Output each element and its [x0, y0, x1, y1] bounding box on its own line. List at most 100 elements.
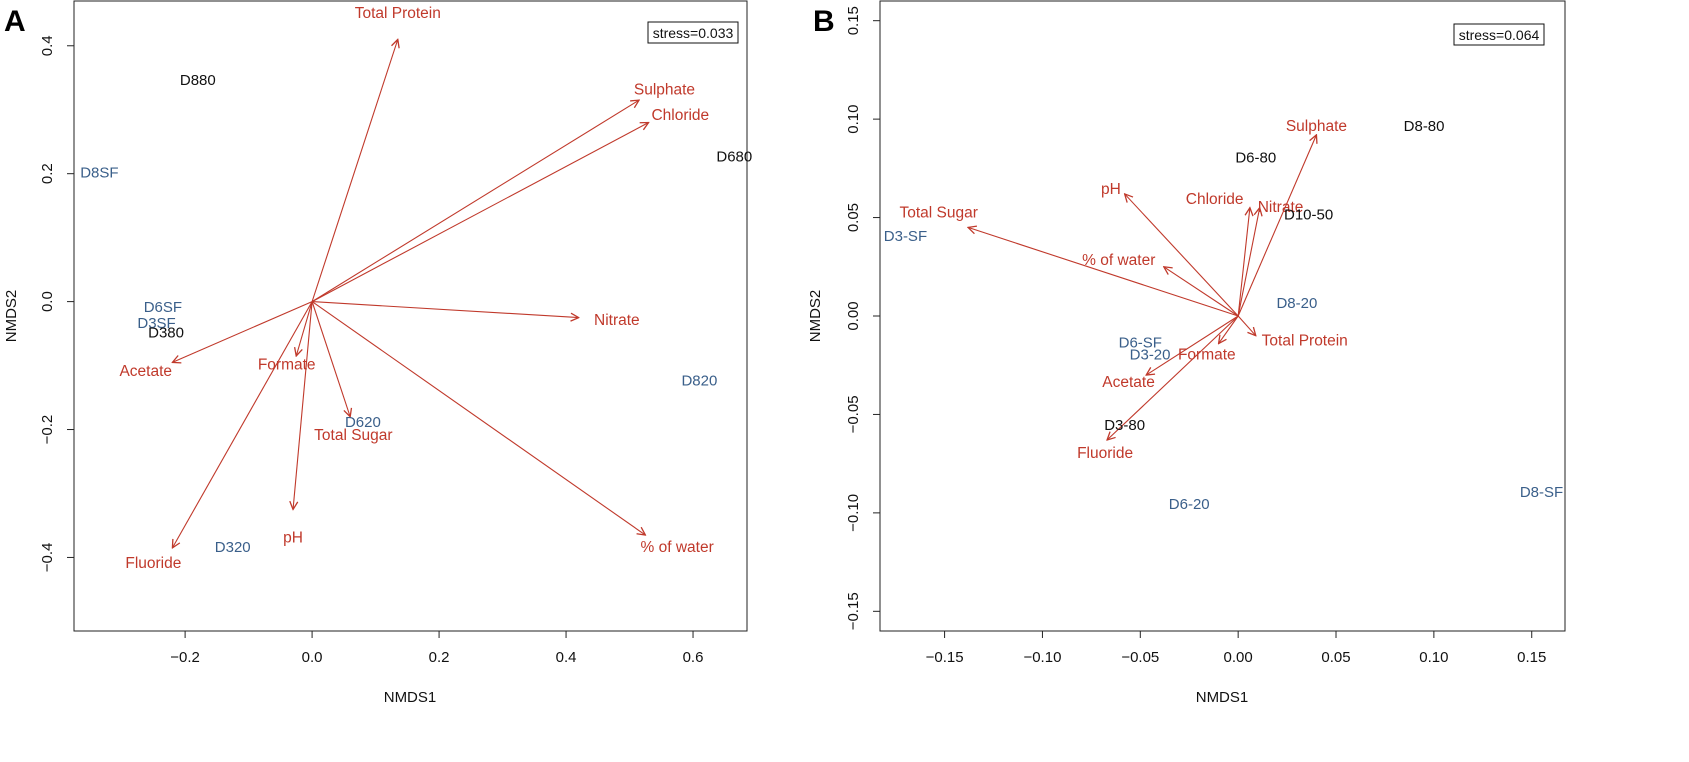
panel-b-site-label: D6-SF	[1119, 335, 1162, 352]
panel-b-y-tick-label: −0.15	[845, 592, 862, 630]
panel-a-vector-label: Sulphate	[634, 82, 695, 99]
panel-b-vector-arrow	[1237, 315, 1256, 336]
panel-b-site-label: D10-50	[1284, 207, 1333, 224]
panel-a-vector-arrow	[296, 301, 313, 356]
panel-b-vector-label: Sulphate	[1286, 118, 1347, 135]
panel-a-stress-box: stress=0.033	[647, 21, 739, 44]
panel-a-vector-label: % of water	[641, 539, 714, 556]
panel-a-letter: A	[4, 5, 26, 38]
panel-b-y-tick-label: 0.05	[845, 203, 862, 232]
panel-a-vector-label: Total Sugar	[314, 427, 392, 444]
panel-b-site-label: D6-80	[1235, 149, 1276, 166]
panel-a-vector-label: Acetate	[119, 363, 172, 380]
panel-b-stress-label: stress=0.064	[1459, 27, 1540, 43]
panel-b-site-label: D6-20	[1169, 496, 1210, 513]
panel-b-plot-frame	[879, 0, 1566, 632]
panel-b-vector-label: Nitrate	[1258, 199, 1304, 216]
panel-a-site-label: D620	[345, 414, 381, 431]
panel-b-site-label: D3-SF	[884, 228, 927, 245]
panel-b-y-tick-label: 0.15	[845, 6, 862, 35]
panel-a-vector-arrow	[311, 123, 648, 303]
panel-a-x-tick-label: 0.4	[556, 649, 577, 666]
panel-b-vector-label: pH	[1101, 181, 1121, 198]
panel-a-y-tick-label: −0.2	[39, 415, 56, 445]
panel-a-site-label: D320	[215, 539, 251, 556]
panel-b-vector-arrow	[1237, 208, 1250, 317]
panel-b-y-tick-label: −0.10	[845, 494, 862, 532]
panel-b-y-axis-title: NMDS2	[807, 290, 824, 343]
panel-a-vector-label: pH	[283, 529, 303, 546]
panel-b-vector-arrow	[1107, 315, 1239, 440]
panel-b-x-tick-label: 0.00	[1224, 649, 1253, 666]
panel-b-site-label: D8-20	[1276, 295, 1317, 312]
panel-b-vector-arrow	[968, 227, 1239, 317]
panel-a-vector-label: Formate	[258, 357, 316, 374]
panel-b-site-label: D8-80	[1404, 118, 1445, 135]
panel-b-x-axis-title: NMDS1	[1196, 689, 1249, 706]
panel-b-x-tick-label: 0.15	[1517, 649, 1546, 666]
panel-a-vector-arrow	[311, 301, 350, 417]
panel-a-vector-arrow	[172, 301, 313, 548]
panel-a-x-axis: −0.2 0.0 0.2 0.4 0.6	[170, 631, 703, 666]
panel-b-vector-arrow	[1237, 208, 1260, 317]
panel-b-vector-arrow	[1237, 135, 1316, 317]
panel-a-x-axis-title: NMDS1	[384, 689, 437, 706]
panel-a-vector-label: Total Protein	[355, 5, 441, 22]
panel-a-y-tick-label: 0.0	[39, 291, 56, 312]
panel-a-y-axis: −0.4 −0.2 0.0 0.2 0.4	[39, 35, 74, 572]
panel-a-x-tick-label: 0.2	[429, 649, 450, 666]
panel-a-plot-frame	[73, 0, 748, 632]
panel-b-vectors: Sulphate pH Chloride Nitrate Total Sugar % of…	[900, 118, 1348, 462]
panel-b-vector-label: % of water	[1082, 252, 1155, 269]
panel-a-site-label: D6SF	[144, 299, 182, 316]
panel-a-y-tick-label: 0.2	[39, 163, 56, 184]
panel-a-vector-label: Chloride	[651, 107, 709, 124]
panel-a-x-tick-label: 0.6	[683, 649, 704, 666]
panel-a-x-tick-label: −0.2	[170, 649, 200, 666]
panel-b-stress-box: stress=0.064	[1453, 23, 1545, 46]
panel-b-x-tick-label: −0.05	[1121, 649, 1159, 666]
panel-a-stress-label: stress=0.033	[653, 25, 734, 41]
panel-b-vector-arrow	[1125, 194, 1239, 317]
panel-a-vector-arrow	[172, 301, 313, 363]
panel-b-x-tick-label: 0.10	[1419, 649, 1448, 666]
panel-b-chart: B stress=0.064 NMDS1 NMDS2 −0.15 −0.10 −0.…	[807, 0, 1566, 706]
panel-b-x-axis: −0.15 −0.10 −0.05 0.00 0.05 0.10 0.15	[926, 631, 1546, 666]
panel-b-vector-arrow	[1164, 267, 1239, 317]
panel-a-vector-arrow	[293, 301, 313, 510]
panel-b-vector-label: Total Protein	[1262, 333, 1348, 350]
panel-b-letter: B	[813, 5, 835, 38]
panel-a-site-label: D8SF	[80, 165, 118, 182]
panel-a-site-label: D380	[148, 325, 184, 342]
panel-a-vector-arrow	[311, 100, 639, 303]
panel-b-vector-label: Chloride	[1186, 191, 1244, 208]
panel-a-vector-arrow	[311, 301, 645, 535]
panel-b-vector-arrow	[1219, 315, 1239, 344]
panel-b-y-axis: −0.15 −0.10 −0.05 0.00 0.05 0.10 0.15	[845, 6, 880, 630]
panel-b-x-tick-label: −0.15	[926, 649, 964, 666]
panel-b-vector-label: Fluoride	[1077, 445, 1133, 462]
panel-a-site-label: D3SF	[137, 315, 175, 332]
panel-a-vector-arrow	[311, 39, 398, 302]
panel-b-y-tick-label: 0.10	[845, 105, 862, 134]
panel-a-y-tick-label: −0.4	[39, 543, 56, 573]
panel-a-vector-label: Nitrate	[594, 312, 640, 329]
panel-a-vector-arrow	[312, 301, 579, 318]
panel-b-vector-arrow	[1146, 315, 1239, 375]
panel-a-y-axis-title: NMDS2	[3, 290, 20, 343]
panel-a-chart: A stress=0.033 NMDS1 NMDS2 −0.2 0.0 0.2 0.4…	[3, 0, 752, 706]
panel-b-site-label: D3-80	[1104, 417, 1145, 434]
panel-a-vector-label: Fluoride	[125, 555, 181, 572]
panel-b-vector-label: Total Sugar	[900, 205, 978, 222]
panel-a-site-label: D680	[716, 149, 752, 166]
panel-b-x-tick-label: 0.05	[1321, 649, 1350, 666]
panel-a-site-label: D820	[681, 373, 717, 390]
panel-b-vector-label: Acetate	[1102, 374, 1155, 391]
panel-b-y-tick-label: −0.05	[845, 395, 862, 433]
panel-a-site-label: D880	[180, 72, 216, 89]
panel-a-x-tick-label: 0.0	[302, 649, 323, 666]
panel-b-site-label: D3-20	[1130, 346, 1171, 363]
panel-a-vectors: Total Protein Sulphate Chloride Nitrate % of…	[119, 5, 713, 572]
